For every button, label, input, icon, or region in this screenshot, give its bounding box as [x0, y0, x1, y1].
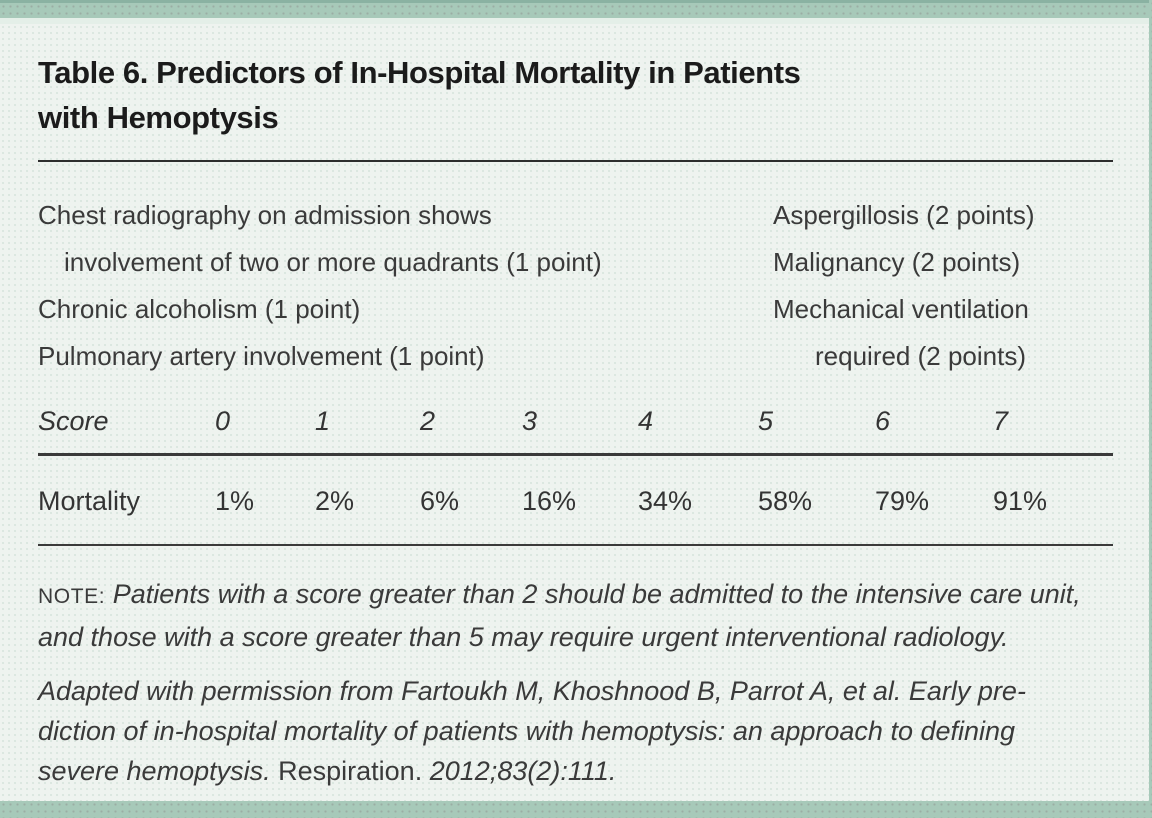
note-paragraph: NOTE: Patients with a score greater than… [38, 574, 1113, 657]
predictor-text: Chronic alcoholism (1 point) [38, 294, 361, 324]
predictor-text: Chest radiography on admission shows [38, 200, 492, 230]
predictors-left-column: Chest radiography on admission shows inv… [38, 192, 758, 380]
right-border-band [1149, 0, 1152, 818]
list-item: Mechanical ventilation required (2 point… [773, 286, 1113, 380]
list-item: Malignancy (2 points) [773, 239, 1113, 286]
score-mortality-table: Score 0 1 2 3 4 5 6 7 Mortality 1% 2% 6%… [38, 392, 1113, 546]
mortality-cell: 6% [420, 454, 522, 546]
predictor-text: Mechanical ventilation [773, 294, 1029, 324]
note-line-2: and those with a score greater than 5 ma… [38, 622, 1009, 652]
note-line-1: NOTE: Patients with a score greater than… [38, 579, 1081, 609]
mortality-cell: 2% [315, 454, 420, 546]
list-item: Chest radiography on admission shows inv… [38, 192, 758, 286]
table-title-line-1: Table 6. Predictors of In-Hospital Morta… [38, 55, 801, 90]
mortality-cell: 1% [215, 454, 315, 546]
citation-journal-name: Respiration. [278, 756, 423, 786]
score-cell: 2 [420, 392, 522, 456]
table-title-line-2: with Hemoptysis [38, 100, 279, 135]
predictor-text-wrap: involvement of two or more quadrants (1 … [64, 247, 602, 277]
note-text: Patients with a score greater than 2 sho… [112, 579, 1081, 609]
top-border-strip [0, 18, 1152, 24]
mortality-cell: 79% [875, 454, 993, 546]
score-cell: 7 [993, 392, 1113, 456]
citation-paragraph: Adapted with permission from Fartoukh M,… [38, 671, 1113, 791]
table-row-score: Score 0 1 2 3 4 5 6 7 [38, 392, 1113, 456]
note-label: NOTE: [38, 585, 106, 608]
citation-line-2: diction of in-hospital mortality of pati… [38, 716, 1016, 746]
predictors-section: Chest radiography on admission shows inv… [38, 192, 1113, 380]
list-item: Pulmonary artery involvement (1 point) [38, 333, 758, 380]
score-cell: 5 [758, 392, 875, 456]
citation-work-title: severe hemoptysis. [38, 756, 271, 786]
citation-volume-info: 2012;83(2):111. [429, 756, 617, 786]
table-row-mortality: Mortality 1% 2% 6% 16% 34% 58% 79% 91% [38, 454, 1113, 546]
top-border-band [0, 0, 1152, 18]
title-divider-rule [38, 160, 1113, 162]
score-cell: 4 [638, 392, 758, 456]
row-header-mortality: Mortality [38, 454, 215, 546]
score-cell: 3 [522, 392, 638, 456]
mortality-cell: 58% [758, 454, 875, 546]
predictor-text: Malignancy (2 points) [773, 247, 1021, 277]
predictor-text-wrap: required (2 points) [815, 341, 1026, 371]
predictor-text: Pulmonary artery involvement (1 point) [38, 341, 485, 371]
bottom-border-band [0, 801, 1152, 818]
row-header-score: Score [38, 392, 215, 456]
list-item: Chronic alcoholism (1 point) [38, 286, 758, 333]
mortality-cell: 91% [993, 454, 1113, 546]
list-item: Aspergillosis (2 points) [773, 192, 1113, 239]
predictor-text: Aspergillosis (2 points) [773, 200, 1035, 230]
citation-line-1: Adapted with permission from Fartoukh M,… [38, 676, 1026, 706]
mortality-cell: 16% [522, 454, 638, 546]
citation-line-3: severe hemoptysis. Respiration. 2012;83(… [38, 751, 1113, 791]
mortality-cell: 34% [638, 454, 758, 546]
score-cell: 0 [215, 392, 315, 456]
score-cell: 6 [875, 392, 993, 456]
table-content: Table 6. Predictors of In-Hospital Morta… [38, 0, 1113, 791]
predictors-right-column: Aspergillosis (2 points) Malignancy (2 p… [773, 192, 1113, 380]
table-title: Table 6. Predictors of In-Hospital Morta… [38, 0, 1113, 140]
score-cell: 1 [315, 392, 420, 456]
